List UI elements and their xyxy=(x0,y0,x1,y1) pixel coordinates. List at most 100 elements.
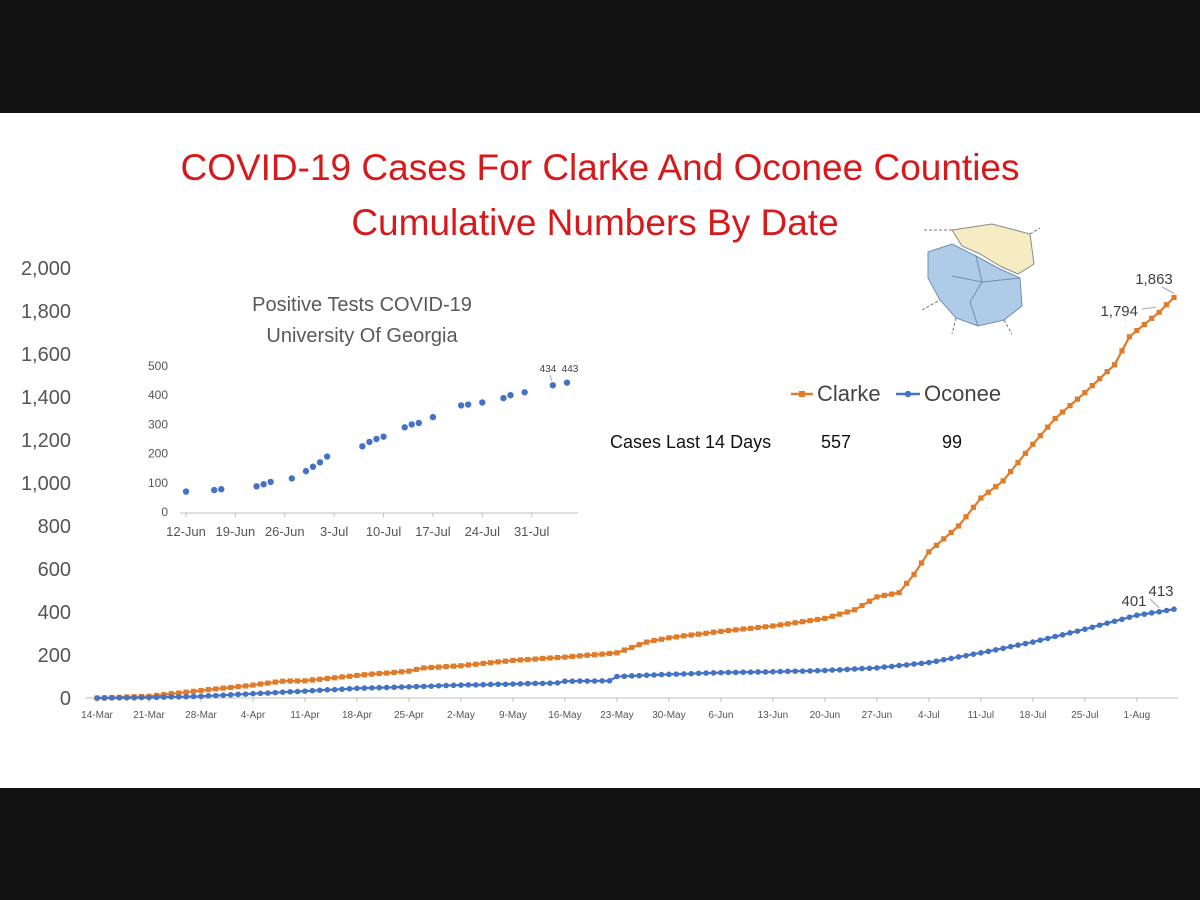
inset-x-tick-label: 3-Jul xyxy=(320,524,348,539)
clarke-data-point xyxy=(1104,369,1110,375)
inset-data-label-leader xyxy=(549,374,553,382)
oconee-data-point xyxy=(257,690,264,697)
data-label-leader xyxy=(1149,598,1160,609)
clarke-data-point xyxy=(443,664,449,670)
oconee-data-point xyxy=(487,681,494,688)
y-tick-label: 600 xyxy=(38,559,71,581)
oconee-data-point xyxy=(1007,643,1014,650)
oconee-data-point xyxy=(1067,630,1073,636)
inset-data-point xyxy=(429,413,437,421)
oconee-data-point xyxy=(213,692,219,699)
clarke-data-point xyxy=(710,629,717,635)
clarke-data-point xyxy=(436,664,442,670)
oconee-data-point xyxy=(450,682,457,689)
inset-y-tick-label: 300 xyxy=(148,417,168,431)
clarke-data-point xyxy=(814,616,821,623)
clarke-data-point xyxy=(1149,315,1155,321)
x-tick-label: 25-Jul xyxy=(1071,710,1098,721)
clarke-data-point xyxy=(577,653,583,659)
clarke-data-label: 1,863 xyxy=(1135,271,1173,288)
x-tick-label: 11-Jul xyxy=(968,710,995,721)
clarke-data-point xyxy=(540,655,546,662)
clarke-data-point xyxy=(614,650,620,656)
summary-label: Cases Last 14 Days xyxy=(610,432,771,452)
inset-data-point xyxy=(479,399,486,406)
clarke-data-point xyxy=(956,523,962,529)
x-tick-label: 27-Jun xyxy=(862,710,893,721)
x-tick-label: 28-Mar xyxy=(185,710,217,721)
oconee-data-point xyxy=(926,659,932,666)
oconee-data-point xyxy=(606,678,613,684)
oconee-data-point xyxy=(539,680,546,687)
oconee-data-point xyxy=(346,685,353,692)
inset-data-point xyxy=(380,433,387,440)
clarke-data-point xyxy=(502,658,509,664)
x-tick-label: 4-Jul xyxy=(918,710,940,721)
inset-data-point xyxy=(323,453,331,460)
oconee-data-point xyxy=(369,685,375,691)
clarke-data-point xyxy=(592,652,598,658)
x-tick-label: 9-May xyxy=(499,710,527,721)
oconee-data-point xyxy=(458,682,464,688)
oconee-data-point xyxy=(339,686,345,692)
clarke-data-point xyxy=(755,624,761,631)
oconee-data-point xyxy=(1082,626,1088,632)
clarke-data-point xyxy=(644,639,650,645)
inset-data-point xyxy=(309,463,317,470)
oconee-data-point xyxy=(235,691,241,698)
oconee-data-point xyxy=(554,680,561,686)
oconee-data-point xyxy=(643,672,650,679)
oconee-data-point xyxy=(227,691,234,698)
clarke-data-point xyxy=(562,654,568,660)
clarke-data-point xyxy=(748,625,754,631)
clarke-data-point xyxy=(1030,441,1036,447)
clarke-data-point xyxy=(250,682,256,688)
oconee-data-point xyxy=(138,694,145,701)
oconee-data-point xyxy=(265,690,271,696)
clarke-data-point xyxy=(852,607,858,613)
inset-x-tick-label: 17-Jul xyxy=(415,524,451,539)
oconee-data-point xyxy=(1030,639,1036,645)
oconee-data-point xyxy=(836,667,843,673)
clarke-data-point xyxy=(822,615,828,622)
clarke-data-point xyxy=(525,656,531,663)
oconee-data-point xyxy=(1111,618,1118,625)
inset-data-point xyxy=(563,379,571,386)
clarke-data-point xyxy=(673,634,679,640)
oconee-data-point xyxy=(1096,622,1103,628)
x-tick-label: 16-May xyxy=(548,710,581,721)
clarke-data-point xyxy=(629,644,635,651)
inset-data-point xyxy=(211,486,218,494)
oconee-data-point xyxy=(777,668,784,675)
clarke-data-point xyxy=(257,681,264,687)
x-tick-label: 6-Jun xyxy=(708,710,733,721)
oconee-data-point xyxy=(480,681,487,688)
clarke-data-point xyxy=(480,660,486,666)
oconee-data-point xyxy=(547,680,553,686)
clarke-data-point xyxy=(398,669,405,675)
clarke-data-point xyxy=(198,687,204,694)
oconee-data-point xyxy=(762,669,769,675)
county-map-image xyxy=(922,220,1040,334)
y-tick-label: 200 xyxy=(38,645,71,667)
oconee-data-point xyxy=(770,668,776,675)
clarke-data-point xyxy=(450,663,457,669)
oconee-data-point xyxy=(591,678,598,684)
clarke-data-point xyxy=(718,628,724,634)
oconee-data-point xyxy=(161,694,167,700)
x-tick-label: 11-Apr xyxy=(290,710,320,721)
inset-x-tick-label: 19-Jun xyxy=(216,524,256,539)
oconee-data-point xyxy=(740,669,746,675)
oconee-data-point xyxy=(955,654,962,660)
clarke-series-line xyxy=(96,296,1175,700)
clarke-data-point xyxy=(1163,302,1170,308)
oconee-data-point xyxy=(963,652,969,659)
clarke-data-point xyxy=(465,662,471,668)
clarke-data-point xyxy=(941,536,947,542)
y-tick-label: 2,000 xyxy=(21,258,71,280)
x-tick-label: 20-Jun xyxy=(810,710,841,721)
oconee-data-point xyxy=(844,666,850,673)
oconee-data-point xyxy=(1148,610,1155,616)
clarke-data-point xyxy=(926,549,932,555)
oconee-data-point xyxy=(465,682,472,688)
